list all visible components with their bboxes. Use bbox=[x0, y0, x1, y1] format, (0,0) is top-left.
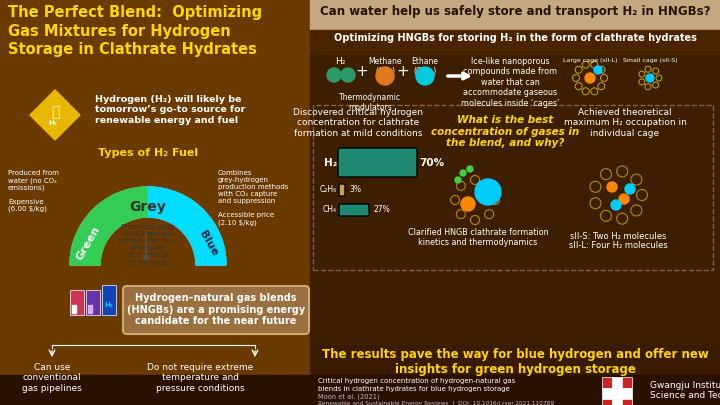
Bar bbox=[602, 377, 612, 388]
Bar bbox=[310, 30, 720, 55]
Text: H₂: H₂ bbox=[324, 158, 337, 168]
Text: Methane
(CH₄): Methane (CH₄) bbox=[368, 57, 402, 77]
Text: blends in clathrate hydrates for blue hydrogen storage: blends in clathrate hydrates for blue hy… bbox=[318, 386, 510, 392]
Text: Ice-like nanoporous
compounds made from
water that can
accommodate gaseous
molec: Ice-like nanoporous compounds made from … bbox=[461, 57, 559, 108]
Bar bbox=[0, 375, 720, 405]
Circle shape bbox=[475, 179, 501, 205]
Text: Gwangju Institute of
Science and Technology: Gwangju Institute of Science and Technol… bbox=[650, 381, 720, 401]
Circle shape bbox=[646, 74, 654, 82]
Text: Thermodynamic
modulators: Thermodynamic modulators bbox=[339, 93, 401, 113]
Text: Types of H₂ Fuel: Types of H₂ Fuel bbox=[98, 148, 198, 158]
Polygon shape bbox=[30, 90, 80, 140]
Text: Discovered critical hydrogen
concentration for clathrate
formation at mild condi: Discovered critical hydrogen concentrati… bbox=[293, 108, 423, 138]
Text: CH₄: CH₄ bbox=[323, 205, 337, 215]
Bar bbox=[88, 305, 92, 313]
Circle shape bbox=[594, 66, 602, 74]
Circle shape bbox=[455, 177, 461, 183]
Text: The results pave the way for blue hydrogen and offer new
insights for green hydr: The results pave the way for blue hydrog… bbox=[322, 348, 708, 376]
Circle shape bbox=[460, 170, 466, 176]
Text: Critical hydrogen concentration of hydrogen-natural gas: Critical hydrogen concentration of hydro… bbox=[318, 378, 516, 384]
FancyBboxPatch shape bbox=[338, 148, 417, 177]
Circle shape bbox=[341, 68, 355, 82]
Circle shape bbox=[607, 182, 617, 192]
FancyBboxPatch shape bbox=[339, 184, 345, 196]
Text: H₂: H₂ bbox=[48, 120, 58, 126]
FancyBboxPatch shape bbox=[339, 204, 369, 216]
Text: Blue: Blue bbox=[197, 228, 219, 258]
Bar bbox=[612, 377, 622, 388]
Bar bbox=[310, 0, 720, 30]
Circle shape bbox=[625, 184, 635, 194]
Text: Clarified HNGB clathrate formation
kinetics and thermodynamics: Clarified HNGB clathrate formation kinet… bbox=[408, 228, 549, 247]
Circle shape bbox=[327, 68, 341, 82]
Text: The Perfect Blend:  Optimizing
Gas Mixtures for Hydrogen
Storage in Clathrate Hy: The Perfect Blend: Optimizing Gas Mixtur… bbox=[8, 5, 262, 57]
Wedge shape bbox=[70, 187, 148, 265]
Text: Achieved theoretical
maximum H₂ occupation in
individual cage: Achieved theoretical maximum H₂ occupati… bbox=[564, 108, 686, 138]
Text: Can use
conventional
gas pipelines: Can use conventional gas pipelines bbox=[22, 363, 82, 393]
Circle shape bbox=[611, 200, 621, 210]
FancyBboxPatch shape bbox=[123, 286, 309, 334]
Text: Produced using
fossil fuels and
carbon-intensive
processes
Economical
(1.60 $/kg: Produced using fossil fuels and carbon-i… bbox=[119, 224, 177, 266]
Bar bbox=[622, 399, 632, 405]
Text: 70%: 70% bbox=[419, 158, 444, 168]
Circle shape bbox=[585, 73, 595, 83]
Text: +: + bbox=[397, 64, 410, 79]
Text: Green: Green bbox=[74, 224, 102, 262]
Bar bbox=[612, 399, 622, 405]
Circle shape bbox=[461, 197, 475, 211]
Bar bbox=[86, 290, 100, 315]
Bar bbox=[622, 377, 632, 388]
Text: Combines
grey-hydrogen
production methods
with CO₂ capture
and suppression

Acce: Combines grey-hydrogen production method… bbox=[218, 170, 289, 226]
Text: Moon et al. (2021): Moon et al. (2021) bbox=[318, 393, 379, 399]
Text: H₂: H₂ bbox=[104, 302, 114, 308]
Circle shape bbox=[467, 166, 473, 172]
Text: Small cage (sII-S): Small cage (sII-S) bbox=[623, 58, 678, 63]
Bar bbox=[72, 305, 76, 313]
Text: Renewable and Sustainable Energy Reviews  |  DOI: 10.1016/j.rser.2021.110789: Renewable and Sustainable Energy Reviews… bbox=[318, 400, 554, 405]
Text: Hydrogen–natural gas blends
(HNGBs) are a promising energy
candidate for the nea: Hydrogen–natural gas blends (HNGBs) are … bbox=[127, 293, 305, 326]
Text: Large cage (sII-L): Large cage (sII-L) bbox=[563, 58, 617, 63]
Text: 27%: 27% bbox=[373, 205, 390, 215]
Text: sII-L: Four H₂ molecules: sII-L: Four H₂ molecules bbox=[569, 241, 667, 250]
Text: +: + bbox=[356, 64, 369, 79]
Text: H₂: H₂ bbox=[335, 57, 345, 66]
Bar bbox=[70, 290, 84, 315]
Wedge shape bbox=[148, 187, 226, 265]
Wedge shape bbox=[70, 187, 226, 265]
Bar bbox=[310, 55, 720, 345]
Text: 3%: 3% bbox=[349, 185, 361, 194]
Circle shape bbox=[376, 67, 394, 85]
Text: Optimizing HNGBs for storing H₂ in the form of clathrate hydrates: Optimizing HNGBs for storing H₂ in the f… bbox=[333, 33, 696, 43]
Text: What is the best
concentration of gases in
the blend, and why?: What is the best concentration of gases … bbox=[431, 115, 579, 148]
Text: Do not require extreme
temperature and
pressure conditions: Do not require extreme temperature and p… bbox=[147, 363, 253, 393]
Circle shape bbox=[416, 67, 434, 85]
Text: Can water help us safely store and transport H₂ in HNGBs?: Can water help us safely store and trans… bbox=[320, 5, 710, 18]
Bar bbox=[102, 285, 116, 315]
Text: ⛽: ⛽ bbox=[51, 105, 59, 119]
Bar bbox=[622, 388, 632, 399]
Text: sII-S: Two H₂ molecules: sII-S: Two H₂ molecules bbox=[570, 232, 666, 241]
Bar bbox=[612, 388, 622, 399]
Text: Produced from
water (no CO₂
emissions)

Expensive
(6.00 $/kg): Produced from water (no CO₂ emissions) E… bbox=[8, 170, 59, 213]
Bar bbox=[602, 388, 612, 399]
Text: C₂H₆: C₂H₆ bbox=[320, 185, 337, 194]
Circle shape bbox=[619, 194, 629, 204]
Text: Hydrogen (H₂) will likely be
tomorrow’s go-to source for
renewable energy and fu: Hydrogen (H₂) will likely be tomorrow’s … bbox=[95, 95, 246, 125]
Text: Grey: Grey bbox=[130, 200, 166, 214]
Bar bbox=[602, 399, 612, 405]
Bar bbox=[310, 345, 720, 375]
Text: Ethane
(C₂H₆): Ethane (C₂H₆) bbox=[412, 57, 438, 77]
